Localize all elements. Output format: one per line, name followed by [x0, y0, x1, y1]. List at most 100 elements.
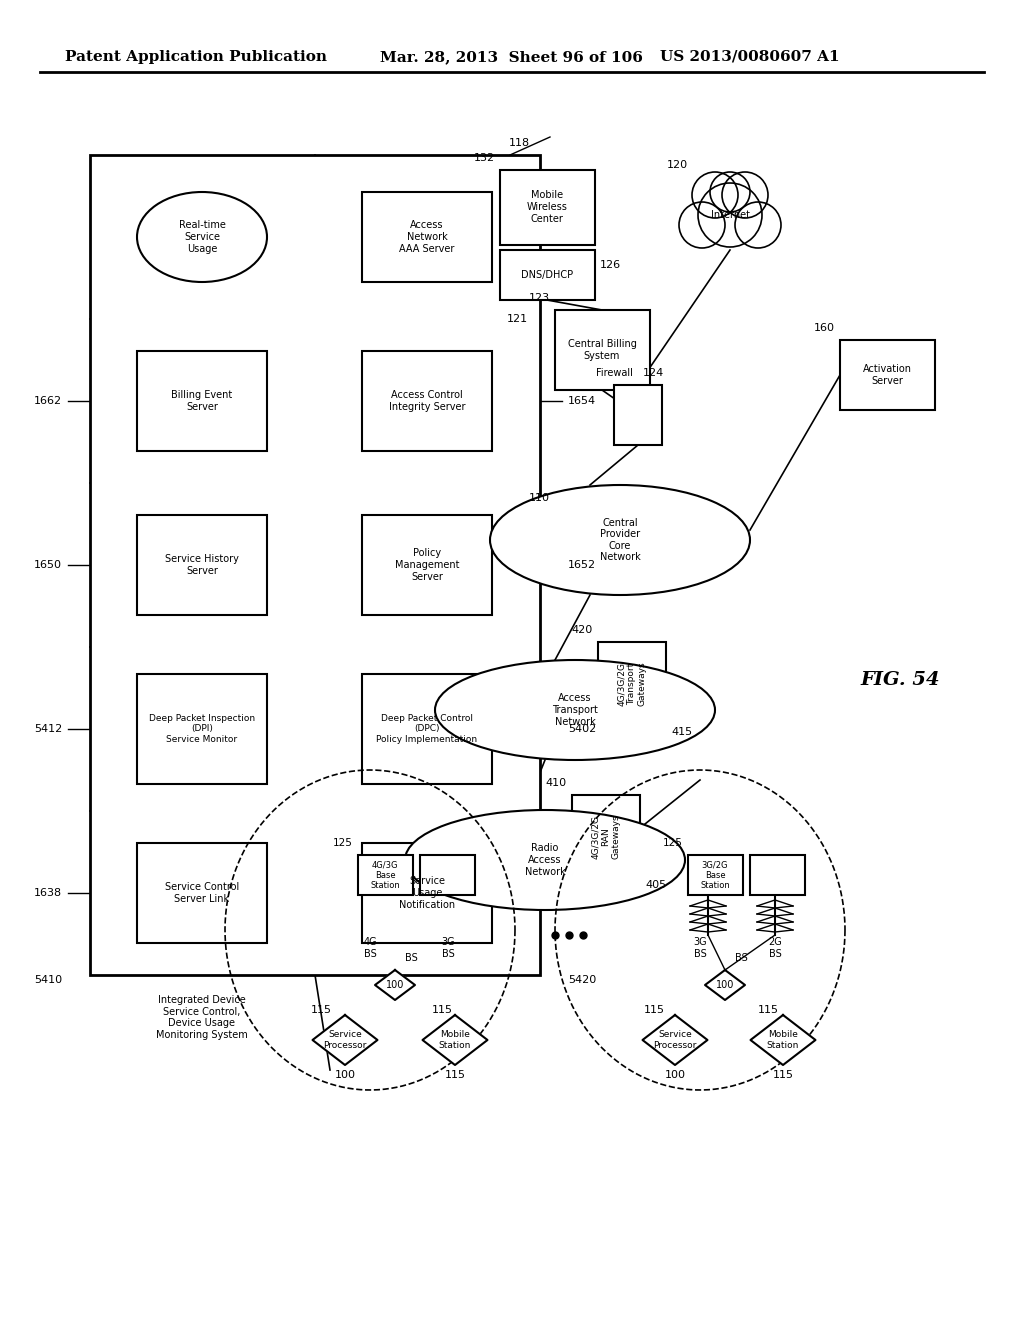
Polygon shape: [375, 970, 415, 1001]
Text: 3G
BS: 3G BS: [441, 937, 455, 958]
Text: Integrated Device
Service Control,
Device Usage
Monitoring System: Integrated Device Service Control, Devic…: [156, 995, 248, 1040]
Polygon shape: [423, 1015, 487, 1065]
Bar: [688, 855, 743, 895]
Bar: [614, 385, 662, 445]
Bar: [137, 351, 267, 451]
Bar: [362, 515, 492, 615]
Bar: [750, 855, 805, 895]
Text: 100: 100: [716, 979, 734, 990]
Text: Radio
Access
Network: Radio Access Network: [524, 843, 565, 876]
Text: Service
Usage
Notification: Service Usage Notification: [399, 876, 455, 909]
Circle shape: [679, 202, 725, 248]
Bar: [362, 843, 492, 942]
Polygon shape: [312, 1015, 378, 1065]
Ellipse shape: [406, 810, 685, 909]
Text: 5402: 5402: [568, 723, 596, 734]
Text: 410: 410: [546, 777, 567, 788]
Text: Deep Packet Inspection
(DPI)
Service Monitor: Deep Packet Inspection (DPI) Service Mon…: [148, 714, 255, 744]
Text: 1650: 1650: [34, 560, 62, 570]
Bar: [500, 170, 595, 246]
Bar: [362, 675, 492, 784]
Circle shape: [710, 172, 750, 213]
Text: Access
Transport
Network: Access Transport Network: [552, 693, 598, 726]
Bar: [90, 154, 540, 975]
Text: 1652: 1652: [568, 560, 596, 570]
Text: 5412: 5412: [34, 723, 62, 734]
Text: 110: 110: [529, 492, 550, 503]
Text: FIG. 54: FIG. 54: [860, 671, 940, 689]
Text: Patent Application Publication: Patent Application Publication: [65, 50, 327, 63]
Text: 118: 118: [509, 139, 530, 148]
Bar: [572, 795, 640, 880]
Text: 5420: 5420: [568, 975, 596, 985]
Text: DNS/DHCP: DNS/DHCP: [521, 271, 573, 280]
Bar: [500, 249, 595, 300]
Text: 121: 121: [507, 314, 528, 323]
Text: 123: 123: [528, 293, 550, 304]
Text: 115: 115: [758, 1005, 779, 1015]
Text: 115: 115: [644, 1005, 665, 1015]
Text: 125: 125: [333, 838, 353, 847]
Bar: [420, 855, 475, 895]
Bar: [362, 191, 492, 282]
Text: 1654: 1654: [568, 396, 596, 407]
Text: Deep Packet Control
(DPC)
Policy Implementation: Deep Packet Control (DPC) Policy Impleme…: [377, 714, 477, 744]
Text: BS: BS: [406, 953, 418, 964]
Text: Policy
Management
Server: Policy Management Server: [394, 548, 459, 582]
Text: Access Control
Integrity Server: Access Control Integrity Server: [389, 391, 465, 412]
Text: BS: BS: [735, 953, 748, 964]
Circle shape: [692, 172, 738, 218]
Text: 100: 100: [665, 1071, 685, 1080]
Text: 3G
BS: 3G BS: [693, 937, 707, 958]
Text: 4G/3G/2G
RAN
Gateways: 4G/3G/2G RAN Gateways: [591, 814, 621, 859]
Circle shape: [735, 202, 781, 248]
Text: 115: 115: [444, 1071, 466, 1080]
Text: 126: 126: [600, 260, 622, 271]
Text: 120: 120: [667, 160, 688, 170]
Text: 420: 420: [571, 624, 593, 635]
Bar: [555, 310, 650, 389]
Text: Mobile
Wireless
Center: Mobile Wireless Center: [526, 190, 567, 223]
Bar: [137, 515, 267, 615]
Text: 115: 115: [311, 1005, 332, 1015]
Text: Service History
Server: Service History Server: [165, 554, 239, 576]
Text: 4G
BS: 4G BS: [364, 937, 377, 958]
Text: 4G/3G/2G
Transport
Gateways: 4G/3G/2G Transport Gateways: [617, 661, 647, 706]
Text: Real-time
Service
Usage: Real-time Service Usage: [178, 220, 225, 253]
Bar: [358, 855, 413, 895]
Text: 125: 125: [664, 838, 683, 847]
Bar: [598, 642, 666, 727]
Text: Central
Provider
Core
Network: Central Provider Core Network: [600, 517, 640, 562]
Text: 115: 115: [772, 1071, 794, 1080]
Bar: [362, 351, 492, 451]
Text: Mar. 28, 2013  Sheet 96 of 106: Mar. 28, 2013 Sheet 96 of 106: [380, 50, 643, 63]
Text: 160: 160: [814, 323, 835, 333]
Text: 4G/3G
Base
Station: 4G/3G Base Station: [370, 861, 400, 890]
Bar: [137, 843, 267, 942]
Text: 3G/2G
Base
Station: 3G/2G Base Station: [700, 861, 730, 890]
Text: Service Control
Server Link: Service Control Server Link: [165, 882, 240, 904]
Text: Mobile
Station: Mobile Station: [767, 1031, 799, 1049]
Text: Activation
Server: Activation Server: [862, 364, 911, 385]
Text: US 2013/0080607 A1: US 2013/0080607 A1: [660, 50, 840, 63]
Text: Internet: Internet: [711, 210, 750, 220]
Text: Mobile
Station: Mobile Station: [439, 1031, 471, 1049]
Text: 405: 405: [645, 880, 667, 890]
Text: Billing Event
Server: Billing Event Server: [171, 391, 232, 412]
Text: 5410: 5410: [34, 975, 62, 985]
Text: 1662: 1662: [34, 396, 62, 407]
Polygon shape: [751, 1015, 815, 1065]
Text: Firewall: Firewall: [596, 368, 633, 378]
Text: 2G
BS: 2G BS: [768, 937, 782, 958]
Polygon shape: [705, 970, 745, 1001]
Polygon shape: [642, 1015, 708, 1065]
Text: Access
Network
AAA Server: Access Network AAA Server: [399, 220, 455, 253]
Ellipse shape: [137, 191, 267, 282]
Ellipse shape: [490, 484, 750, 595]
Text: 124: 124: [643, 368, 665, 378]
Text: 1638: 1638: [34, 888, 62, 898]
Text: Central Billing
System: Central Billing System: [567, 339, 637, 360]
Bar: [840, 341, 935, 411]
Circle shape: [698, 183, 762, 247]
Ellipse shape: [435, 660, 715, 760]
